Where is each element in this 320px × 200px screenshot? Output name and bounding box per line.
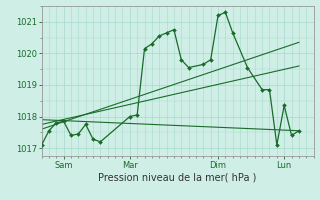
X-axis label: Pression niveau de la mer( hPa ): Pression niveau de la mer( hPa ) — [99, 173, 257, 183]
